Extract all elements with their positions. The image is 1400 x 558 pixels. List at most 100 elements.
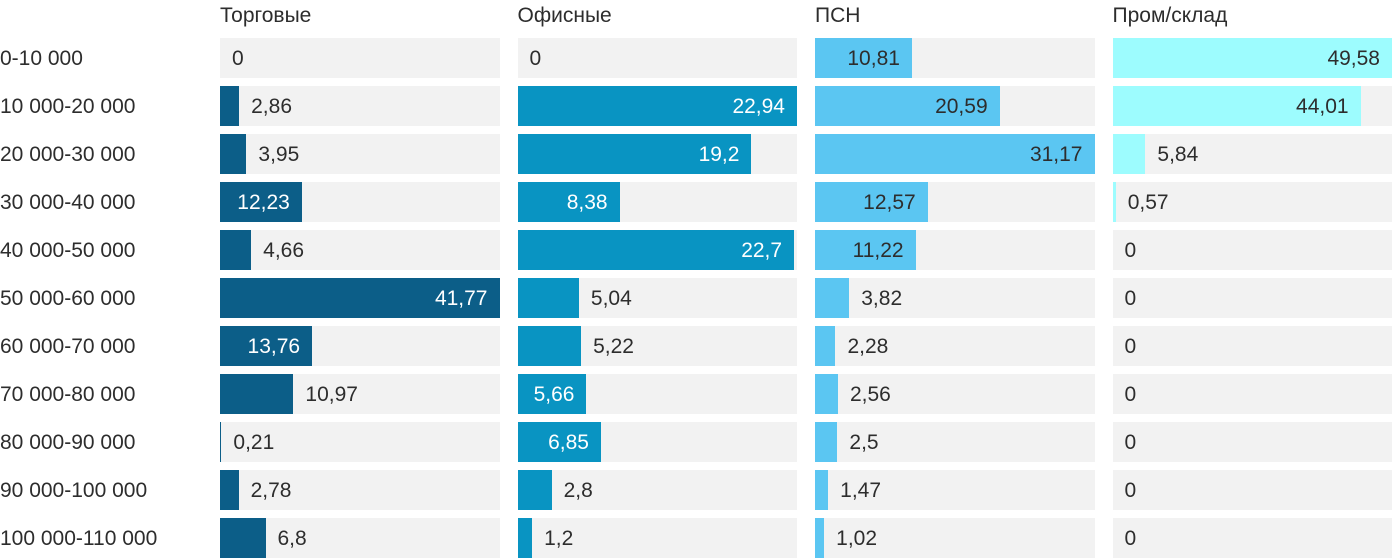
bar-value-label: 2,86 xyxy=(251,94,292,118)
bar-value-label: 0 xyxy=(1124,238,1137,262)
bar-track: 2,5 xyxy=(815,422,1095,462)
bar xyxy=(517,134,752,174)
bar xyxy=(517,86,797,126)
bar xyxy=(815,86,1000,126)
bar xyxy=(517,182,620,222)
bar-track: 22,7 xyxy=(517,230,797,270)
bar-value-label: 0 xyxy=(232,46,244,70)
bar-track: 22,94 xyxy=(517,86,797,126)
bar-track: 5,22 xyxy=(517,326,797,366)
bar-value-label: 0 xyxy=(1124,286,1137,310)
bar-value-label: 22,7 xyxy=(741,238,783,262)
bar-track: 3,82 xyxy=(815,278,1095,318)
row-label: 10 000-20 000 xyxy=(0,94,136,118)
bar-track: 5,04 xyxy=(517,278,797,318)
bar-track: 0 xyxy=(1112,326,1392,366)
bar-track: 0,57 xyxy=(1112,182,1392,222)
bar-value-label: 0,21 xyxy=(233,430,275,454)
bar-value-label: 2,56 xyxy=(849,382,891,406)
bar-track: 0 xyxy=(1112,374,1392,414)
bar-value-label: 49,58 xyxy=(1327,46,1380,70)
bar-value-label: 19,2 xyxy=(698,142,740,166)
bar xyxy=(220,230,252,270)
bar-value-label: 1,02 xyxy=(836,526,878,550)
bar-value-label: 6,85 xyxy=(548,430,589,454)
bar-track: 2,28 xyxy=(815,326,1095,366)
bar-track: 10,97 xyxy=(220,374,500,414)
row-label: 0-10 000 xyxy=(0,46,83,70)
bar-value-label: 1,47 xyxy=(840,478,882,502)
bar-track: 5,84 xyxy=(1112,134,1392,174)
bar-track: 41,77 xyxy=(220,278,500,318)
bar-value-label: 5,22 xyxy=(593,334,634,358)
bar-value-label: 0 xyxy=(1124,430,1137,454)
bar-track: 31,17 xyxy=(815,134,1095,174)
bar-track: 1,02 xyxy=(815,518,1095,558)
bar-value-label: 2,8 xyxy=(563,478,593,502)
bar xyxy=(1112,38,1392,78)
bar-value-label: 0 xyxy=(1124,382,1137,406)
bar xyxy=(220,182,302,222)
bar-track: 1,47 xyxy=(815,470,1095,510)
bar xyxy=(517,230,795,270)
bar-track: 19,2 xyxy=(517,134,797,174)
bar xyxy=(220,278,500,318)
bar xyxy=(220,374,294,414)
bar-track: 44,01 xyxy=(1112,86,1392,126)
bar xyxy=(1112,134,1146,174)
bar-value-label: 10,97 xyxy=(305,382,358,406)
bar-value-label: 31,17 xyxy=(1029,142,1083,166)
bar xyxy=(815,182,928,222)
bar xyxy=(220,422,222,462)
bar xyxy=(517,470,552,510)
bar-track: 0 xyxy=(1112,278,1392,318)
bar-track: 0 xyxy=(1112,518,1392,558)
bar-track: 0 xyxy=(517,38,797,78)
bar-value-label: 3,95 xyxy=(258,142,300,166)
bar-value-label: 44,01 xyxy=(1296,94,1349,118)
corner-spacer xyxy=(0,0,202,30)
bar-track: 2,78 xyxy=(220,470,500,510)
bar xyxy=(815,38,912,78)
row-label: 80 000-90 000 xyxy=(0,430,136,454)
bar-value-label: 1,2 xyxy=(544,526,574,550)
bar-track: 2,8 xyxy=(517,470,797,510)
bar xyxy=(517,374,587,414)
row-label: 60 000-70 000 xyxy=(0,334,136,358)
bar xyxy=(815,278,850,318)
row-label: 100 000-110 000 xyxy=(0,526,158,550)
row-label: 70 000-80 000 xyxy=(0,382,136,406)
bar-value-label: 0 xyxy=(1124,334,1137,358)
bar xyxy=(220,326,313,366)
bar-track: 5,66 xyxy=(517,374,797,414)
bar-track: 2,56 xyxy=(815,374,1095,414)
bar xyxy=(517,518,533,558)
bar-value-label: 0 xyxy=(1124,478,1137,502)
bar-track: 1,2 xyxy=(517,518,797,558)
bar-track: 12,57 xyxy=(815,182,1095,222)
bar xyxy=(815,230,916,270)
bar-track: 4,66 xyxy=(220,230,500,270)
bar-track: 20,59 xyxy=(815,86,1095,126)
bar-value-label: 10,81 xyxy=(847,46,900,70)
bar-value-label: 0 xyxy=(1124,526,1137,550)
bar-value-label: 22,94 xyxy=(732,94,785,118)
bar-track: 11,22 xyxy=(815,230,1095,270)
bar xyxy=(815,518,825,558)
bar-track: 10,81 xyxy=(815,38,1095,78)
bar-track: 0 xyxy=(220,38,500,78)
bar-track: 49,58 xyxy=(1112,38,1392,78)
column-header-2: Офисные xyxy=(517,3,612,27)
bar-value-label: 6,8 xyxy=(277,526,307,550)
bar-value-label: 0 xyxy=(529,46,542,70)
bar xyxy=(815,326,836,366)
bar-value-label: 12,57 xyxy=(863,190,916,214)
bar-value-label: 4,66 xyxy=(263,238,305,262)
bar xyxy=(220,518,266,558)
bar xyxy=(220,86,240,126)
bar-value-label: 2,5 xyxy=(849,430,879,454)
bar xyxy=(220,134,247,174)
bar-value-label: 2,78 xyxy=(250,478,292,502)
column-header-3: ПСН xyxy=(815,3,861,27)
